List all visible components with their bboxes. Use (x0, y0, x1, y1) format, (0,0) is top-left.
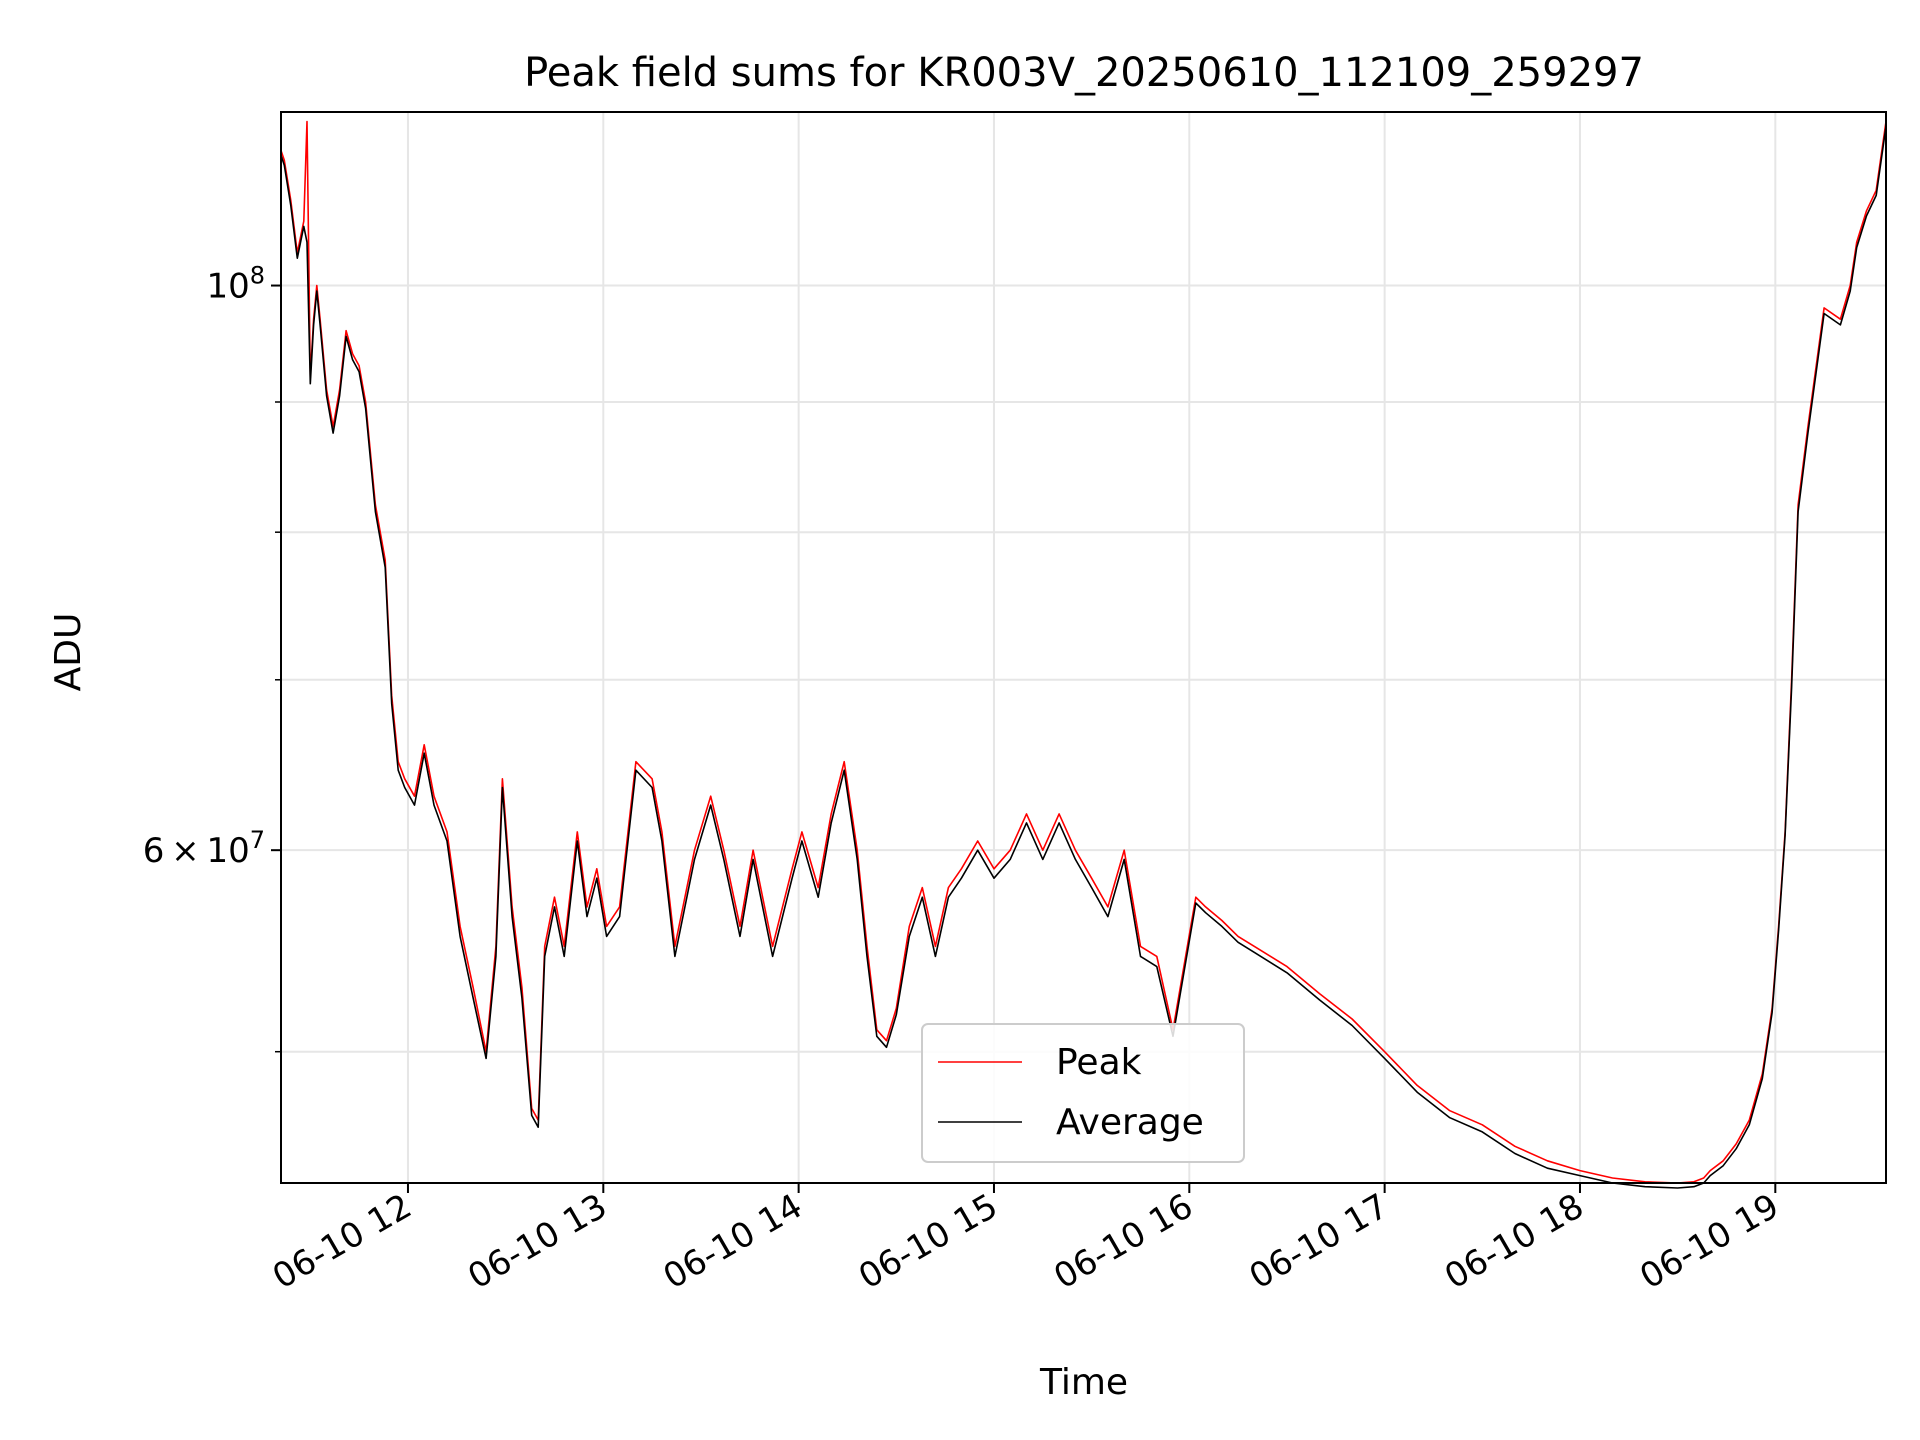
plot-frame (280, 111, 1887, 1184)
y-tick-label: 6 × 107 (143, 826, 265, 871)
y-axis-label: ADU (48, 613, 89, 692)
x-tick-label: 06-10 15 (852, 1186, 1004, 1297)
x-tick-label: 06-10 12 (266, 1186, 418, 1297)
legend-label-peak: Peak (1056, 1042, 1142, 1083)
y-tick-label: 108 (206, 262, 265, 307)
y-axis: 108 6 × 107 (143, 262, 281, 1053)
x-tick-label: 06-10 17 (1243, 1186, 1395, 1297)
legend: Peak Average (921, 1023, 1245, 1163)
x-tick-label: 06-10 16 (1047, 1186, 1199, 1297)
chart-title: Peak field sums for KR003V_20250610_1121… (524, 50, 1644, 96)
x-axis-label: Time (1039, 1362, 1128, 1403)
x-tick-label: 06-10 14 (657, 1186, 809, 1297)
grid (281, 112, 1886, 1183)
x-tick-label: 06-10 13 (461, 1186, 613, 1297)
x-axis: 06-10 12 06-10 13 06-10 14 06-10 15 06-10 16… (266, 1183, 1786, 1297)
x-tick-label: 06-10 19 (1633, 1186, 1785, 1297)
legend-box (921, 1023, 1245, 1163)
series-line-average (280, 126, 1887, 1189)
x-tick-label: 06-10 18 (1438, 1186, 1590, 1297)
legend-label-average: Average (1056, 1102, 1204, 1143)
